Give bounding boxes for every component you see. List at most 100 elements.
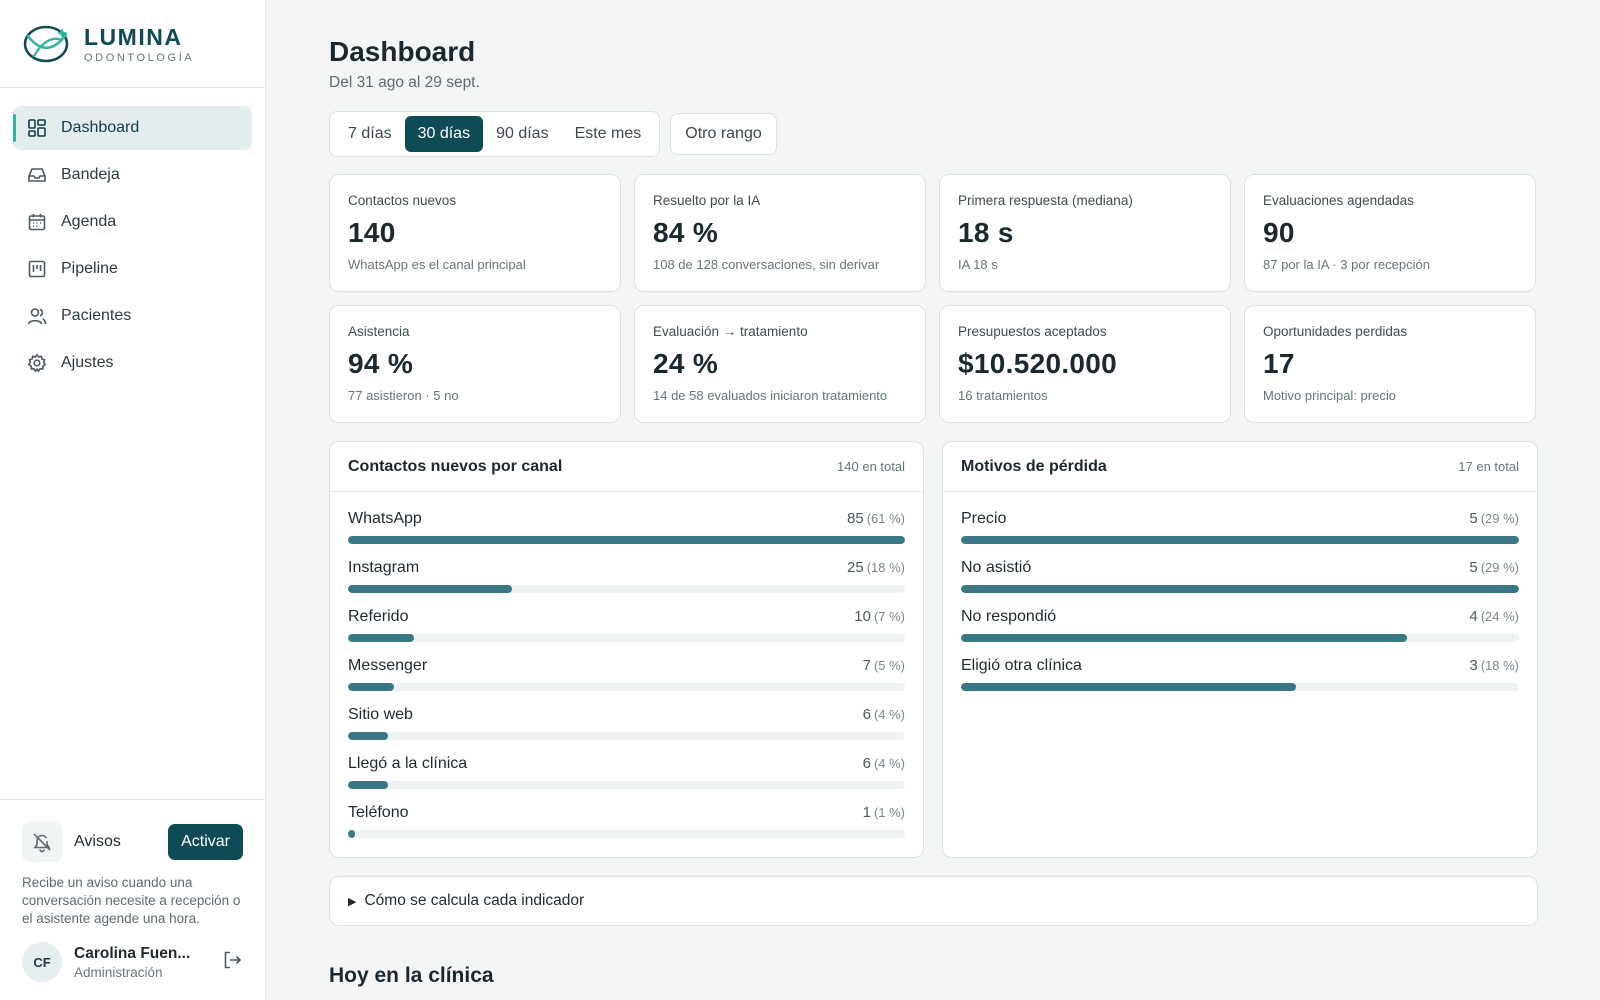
kpi-note: Motivo principal: precio — [1263, 388, 1396, 403]
kpi-value: 90 — [1263, 217, 1295, 248]
inbox-icon — [27, 165, 47, 185]
bar-label: Messenger — [348, 657, 428, 674]
bar-percent: (4 %) — [873, 707, 905, 722]
bar-count: 5 — [1469, 510, 1478, 527]
indicator-explainer-toggle[interactable]: ▶ Cómo se calcula cada indicador — [329, 876, 1538, 926]
avisos-label: Avisos — [74, 833, 121, 850]
sidebar-item-label: Dashboard — [61, 119, 140, 136]
kpi-card: Evaluación → tratamiento 24 % 14 de 58 e… — [634, 305, 926, 423]
explainer-label: Cómo se calcula cada indicador — [364, 892, 585, 909]
sidebar-item-label: Bandeja — [61, 166, 120, 183]
main-content: Dashboard Del 31 ago al 29 sept. 7 días … — [329, 0, 1538, 988]
bar-value: 6 (4 %) — [863, 755, 905, 772]
range-90-dias[interactable]: 90 días — [496, 125, 549, 142]
kpi-note: 108 de 128 conversaciones, sin derivar — [653, 257, 880, 272]
bar-row: Teléfono 1 (1 %) — [348, 804, 905, 853]
bar-track — [961, 585, 1519, 593]
bar-label: No respondió — [961, 608, 1057, 625]
bar-percent: (18 %) — [866, 560, 905, 575]
kpi-note: 87 por la IA · 3 por recepción — [1263, 257, 1430, 272]
bar-fill — [961, 634, 1408, 642]
kpi-value: $10.520.000 — [958, 348, 1118, 379]
bar-track — [348, 732, 905, 740]
bar-track — [348, 781, 905, 789]
bar-row: Precio 5 (29 %) — [961, 510, 1519, 559]
sidebar-item-bandeja[interactable]: Bandeja — [13, 153, 252, 197]
users-icon — [27, 306, 47, 326]
bar-count: 4 — [1469, 608, 1478, 625]
channel-bar-list: WhatsApp 85 (61 %) Instagram 25 (18 %) Referid… — [330, 492, 923, 853]
kanban-icon — [27, 259, 47, 279]
sidebar-footer: Avisos Activar Recibe un aviso cuando un… — [0, 799, 265, 1000]
sidebar-item-label: Pipeline — [61, 260, 118, 277]
range-7-dias[interactable]: 7 días — [348, 125, 392, 142]
avisos-row: Avisos Activar — [22, 822, 243, 862]
bar-label: Sitio web — [348, 706, 413, 723]
lumina-logo-icon — [23, 25, 69, 62]
activar-button[interactable]: Activar — [168, 824, 243, 860]
bar-count: 3 — [1469, 657, 1478, 674]
kpi-card: Presupuestos aceptados $10.520.000 16 tr… — [939, 305, 1231, 423]
bar-label: Precio — [961, 510, 1007, 527]
bar-track — [961, 634, 1519, 642]
date-range-label: Del 31 ago al 29 sept. — [329, 74, 480, 91]
bar-fill — [348, 830, 355, 838]
sidebar-item-pipeline[interactable]: Pipeline — [13, 247, 252, 291]
kpi-label: Evaluaciones agendadas — [1263, 193, 1414, 208]
user-name: Carolina Fuen... — [74, 944, 191, 962]
bar-value: 6 (4 %) — [863, 706, 905, 723]
kpi-card: Contactos nuevos 140 WhatsApp es el cana… — [329, 174, 621, 292]
kpi-note: 14 de 58 evaluados iniciaron tratamiento — [653, 388, 888, 403]
sidebar: LUMINA ODONTOLOGÍA Dashboard Bandeja Age… — [0, 0, 266, 1000]
bar-track — [348, 634, 905, 642]
sidebar-item-pacientes[interactable]: Pacientes — [13, 294, 252, 338]
range-other-button[interactable]: Otro rango — [670, 113, 777, 155]
sidebar-item-label: Pacientes — [61, 307, 132, 324]
avatar[interactable]: CF — [22, 942, 62, 982]
bar-value: 85 (61 %) — [847, 510, 905, 527]
user-role: Administración — [74, 964, 163, 980]
bar-row: No asistió 5 (29 %) — [961, 559, 1519, 608]
bar-row: No respondió 4 (24 %) — [961, 608, 1519, 657]
kpi-note: WhatsApp es el canal principal — [348, 257, 526, 272]
range-segmented-control: 7 días 30 días 90 días Este mes — [329, 111, 661, 157]
sidebar-item-ajustes[interactable]: Ajustes — [13, 341, 252, 385]
bar-percent: (24 %) — [1480, 609, 1519, 624]
caret-right-icon: ▶ — [348, 895, 357, 908]
sidebar-item-dashboard[interactable]: Dashboard — [13, 106, 252, 150]
bar-label: WhatsApp — [348, 510, 422, 527]
sidebar-nav: Dashboard Bandeja Agenda Pipeline Pacien… — [0, 88, 265, 385]
bar-label: Teléfono — [348, 804, 409, 821]
bar-fill — [348, 781, 388, 789]
bar-track — [961, 536, 1519, 544]
channels-panel: Contactos nuevos por canal 140 en total … — [329, 441, 924, 858]
avisos-description: Recibe un aviso cuando una conversación … — [22, 875, 241, 926]
bar-row: Referido 10 (7 %) — [348, 608, 905, 657]
bar-fill — [961, 536, 1519, 544]
kpi-label: Asistencia — [348, 324, 410, 339]
kpi-card: Oportunidades perdidas 17 Motivo princip… — [1244, 305, 1536, 423]
kpi-note: IA 18 s — [958, 257, 998, 272]
bar-percent: (4 %) — [873, 756, 905, 771]
bar-track — [348, 585, 905, 593]
range-este-mes[interactable]: Este mes — [574, 125, 642, 142]
sidebar-item-agenda[interactable]: Agenda — [13, 200, 252, 244]
kpi-value: 140 — [348, 217, 396, 248]
bar-track — [348, 536, 905, 544]
kpi-label: Evaluación → tratamiento — [653, 324, 808, 339]
kpi-card: Evaluaciones agendadas 90 87 por la IA ·… — [1244, 174, 1536, 292]
bar-count: 1 — [862, 804, 871, 821]
bar-row: Instagram 25 (18 %) — [348, 559, 905, 608]
calendar-icon — [27, 212, 47, 232]
bar-fill — [348, 536, 905, 544]
logout-icon[interactable] — [221, 949, 243, 976]
brand[interactable]: LUMINA ODONTOLOGÍA — [0, 0, 265, 88]
kpi-note: 16 tratamientos — [958, 388, 1048, 403]
range-30-dias[interactable]: 30 días — [404, 116, 484, 152]
bar-count: 6 — [862, 706, 871, 723]
bar-value: 7 (5 %) — [863, 657, 905, 674]
brand-name: LUMINA — [84, 23, 183, 50]
bar-value: 3 (18 %) — [1469, 657, 1519, 674]
bar-label: Referido — [348, 608, 409, 625]
bar-percent: (7 %) — [873, 609, 905, 624]
